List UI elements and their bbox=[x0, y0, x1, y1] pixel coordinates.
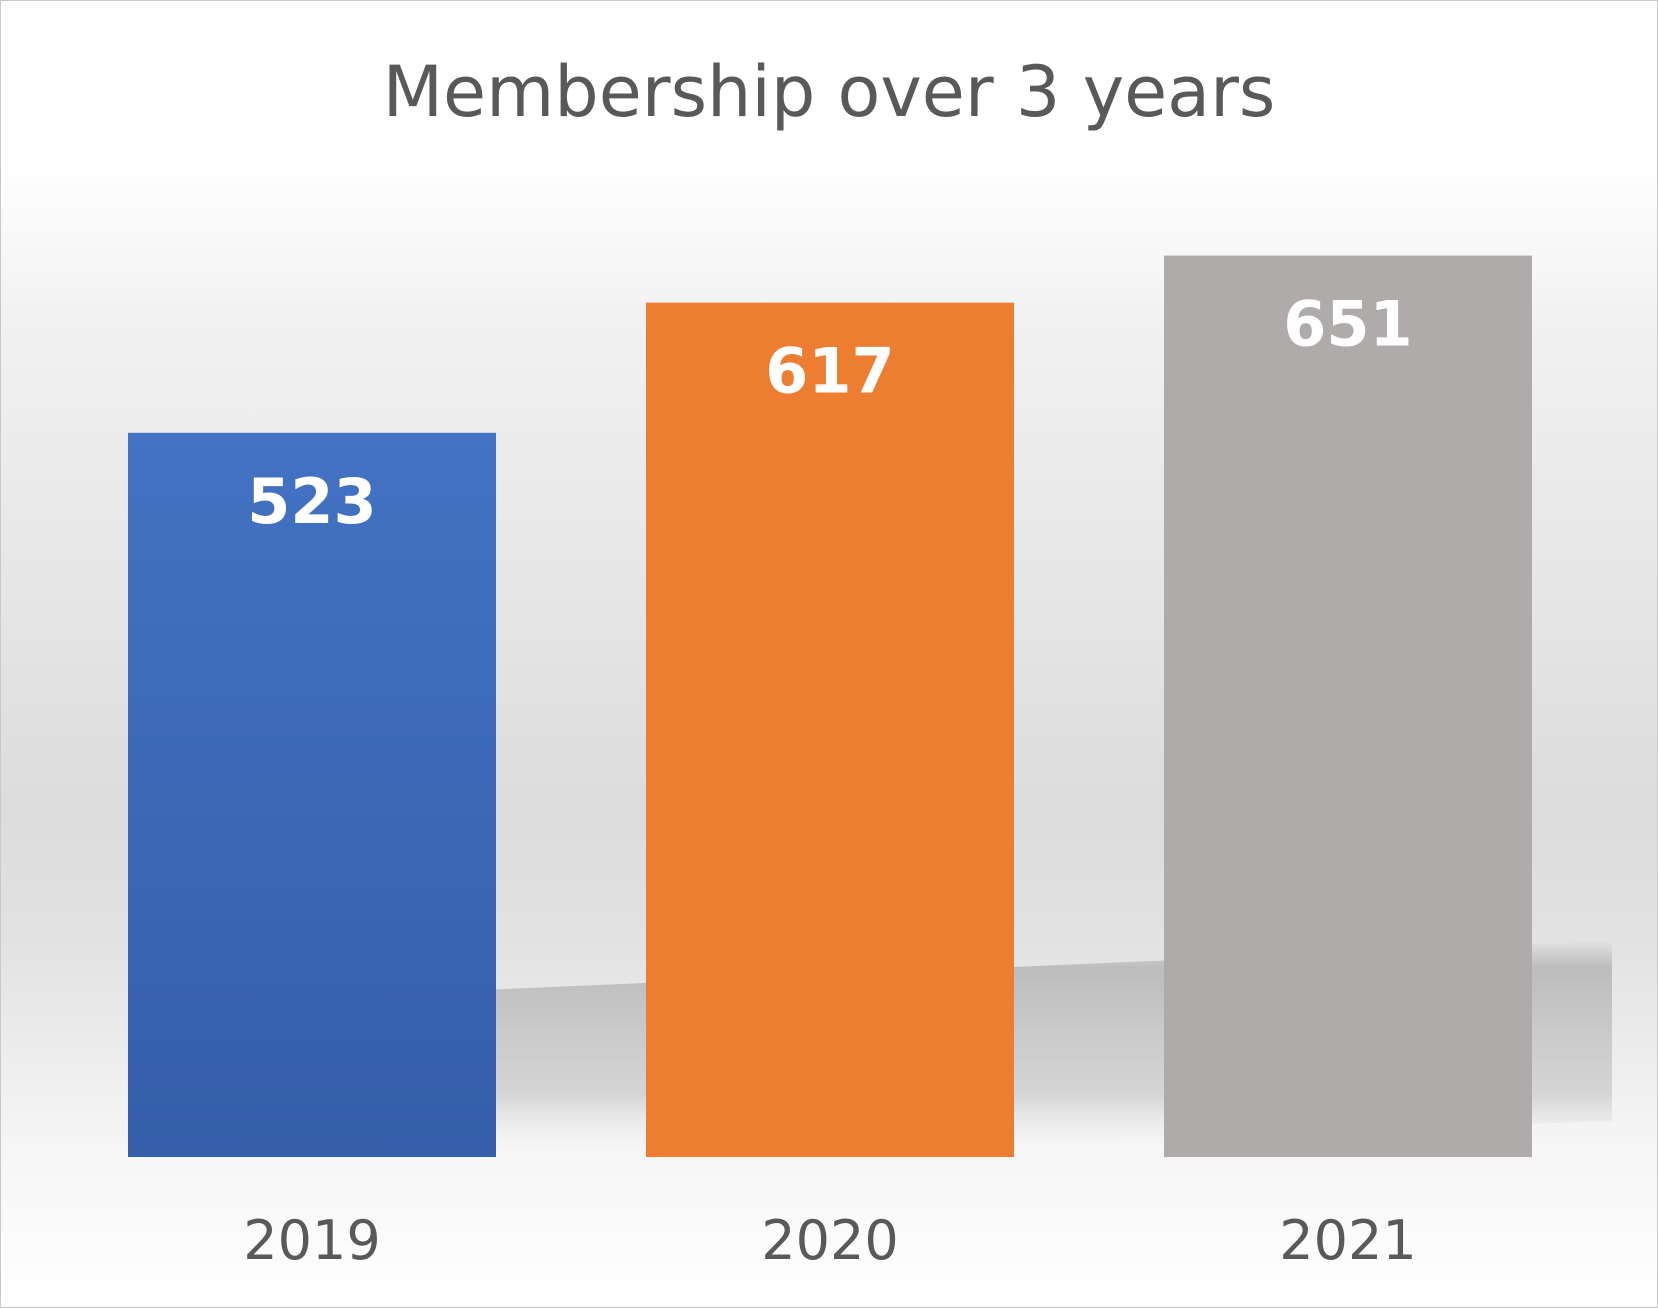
x-tick-2019: 2019 bbox=[243, 1209, 380, 1272]
bar-2021 bbox=[1164, 255, 1532, 1157]
data-label-2020: 617 bbox=[765, 335, 894, 408]
data-labels-group: 523 617 651 bbox=[247, 288, 1412, 538]
x-axis-tick-labels: 2019 2020 2021 bbox=[243, 1209, 1416, 1272]
x-tick-2021: 2021 bbox=[1279, 1209, 1416, 1272]
x-tick-2020: 2020 bbox=[761, 1209, 898, 1272]
chart-title: Membership over 3 years bbox=[383, 51, 1276, 133]
bars-group bbox=[128, 255, 1532, 1158]
data-label-2021: 651 bbox=[1283, 288, 1412, 361]
bar-2020 bbox=[646, 302, 1014, 1157]
data-label-2019: 523 bbox=[247, 465, 376, 538]
bar-2019 bbox=[128, 432, 496, 1158]
